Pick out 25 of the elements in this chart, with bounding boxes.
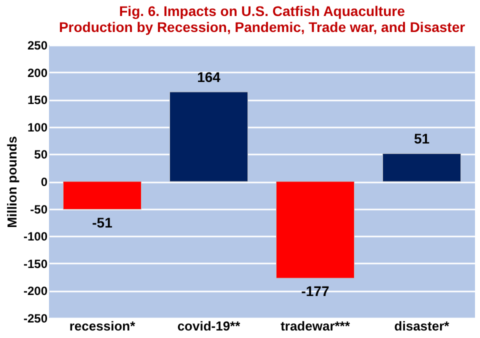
y-tick-label: 150 — [27, 93, 48, 108]
y-tick-label: -250 — [23, 312, 48, 326]
bar — [170, 92, 248, 182]
y-tick-label: -100 — [23, 230, 48, 244]
y-tick-label: 100 — [27, 120, 48, 134]
x-tick-label: recession* — [69, 318, 136, 334]
y-tick-label: 50 — [34, 148, 48, 162]
x-tick-label: disaster* — [394, 318, 450, 334]
chart-title: Fig. 6. Impacts on U.S. Catfish Aquaculture Production by Recession, Pandemic, Trade war, and Disaster — [58, 3, 466, 35]
data-label: -51 — [92, 214, 113, 230]
y-tick-label: 0 — [40, 175, 48, 189]
y-tick-label: 200 — [27, 66, 48, 80]
bar — [276, 181, 354, 278]
y-tick-label: -150 — [23, 256, 48, 271]
y-axis-title: Million pounds — [4, 136, 20, 228]
x-tick-label: tradewar*** — [280, 318, 351, 334]
x-tick-label: covid-19** — [177, 318, 242, 334]
y-tick-label: -200 — [23, 284, 48, 298]
data-label: 164 — [197, 68, 221, 85]
y-tick-label: 250 — [27, 38, 48, 52]
data-label: -177 — [301, 283, 330, 300]
bar — [63, 181, 142, 210]
y-tick-label: -50 — [30, 202, 48, 216]
data-label: 51 — [414, 130, 430, 147]
bar — [382, 153, 461, 182]
